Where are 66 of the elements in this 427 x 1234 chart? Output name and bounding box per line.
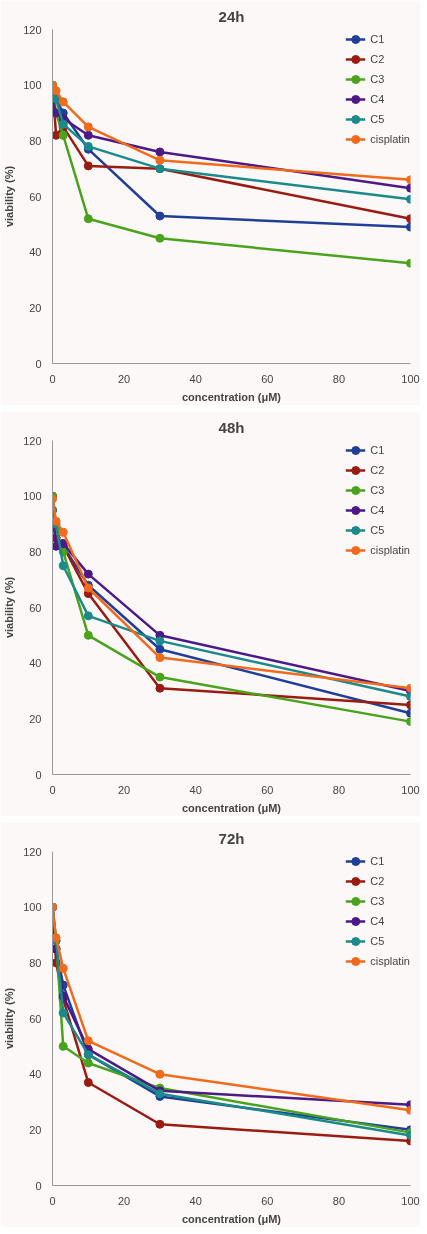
x-tick-label: 60 bbox=[261, 1194, 274, 1207]
x-tick-label: 40 bbox=[189, 783, 202, 796]
legend-label: C2 bbox=[370, 874, 386, 888]
x-tick-label: 20 bbox=[117, 372, 131, 385]
legend-label: cisplatin bbox=[370, 543, 410, 557]
y-axis-title: viability (%) bbox=[3, 576, 16, 639]
y-tick-label: 20 bbox=[29, 1123, 42, 1136]
x-tick-label: 60 bbox=[261, 372, 274, 385]
x-tick-label: 80 bbox=[332, 372, 346, 385]
chart-title: 24h bbox=[218, 7, 245, 25]
legend-label: C5 bbox=[370, 934, 386, 948]
x-tick-label: 60 bbox=[261, 783, 274, 796]
y-tick-label: 100 bbox=[23, 901, 42, 914]
legend-label: C3 bbox=[370, 72, 386, 86]
legend-label: C4 bbox=[370, 914, 386, 928]
legend-label: C4 bbox=[370, 92, 386, 106]
y-tick-label: 60 bbox=[29, 1012, 42, 1025]
y-tick-label: 0 bbox=[35, 1179, 42, 1192]
y-axis-title: viability (%) bbox=[3, 987, 16, 1050]
x-tick-label: 100 bbox=[401, 783, 420, 796]
x-tick-label: 80 bbox=[332, 783, 346, 796]
y-tick-label: 60 bbox=[29, 190, 42, 203]
legend-label: C1 bbox=[370, 443, 386, 457]
y-tick-label: 0 bbox=[35, 357, 42, 370]
chart-title: 72h bbox=[218, 829, 245, 847]
y-tick-label: 0 bbox=[35, 768, 42, 781]
x-tick-label: 40 bbox=[189, 1194, 202, 1207]
legend-label: C5 bbox=[370, 112, 386, 126]
x-axis-title: concentration (μM) bbox=[182, 1212, 282, 1225]
x-tick-label: 0 bbox=[49, 783, 56, 796]
x-tick-label: 20 bbox=[117, 783, 131, 796]
legend-label: C3 bbox=[370, 894, 386, 908]
legend-label: cisplatin bbox=[370, 954, 410, 968]
y-tick-label: 100 bbox=[23, 79, 42, 92]
y-tick-label: 100 bbox=[23, 490, 42, 503]
y-tick-label: 120 bbox=[23, 434, 42, 447]
legend-label: cisplatin bbox=[370, 132, 410, 146]
y-tick-label: 120 bbox=[23, 845, 42, 858]
y-tick-label: 80 bbox=[29, 545, 42, 558]
y-tick-label: 20 bbox=[29, 712, 42, 725]
x-axis-title: concentration (μM) bbox=[182, 390, 282, 403]
x-tick-label: 20 bbox=[117, 1194, 131, 1207]
x-tick-label: 0 bbox=[49, 1194, 56, 1207]
legend-label: C2 bbox=[370, 463, 386, 477]
x-axis-title: concentration (μM) bbox=[182, 801, 282, 814]
legend-label: C1 bbox=[370, 854, 386, 868]
y-tick-label: 60 bbox=[29, 601, 42, 614]
y-axis-title: viability (%) bbox=[3, 165, 16, 228]
x-tick-label: 40 bbox=[189, 372, 202, 385]
legend-label: C5 bbox=[370, 523, 386, 537]
y-tick-label: 40 bbox=[29, 246, 42, 259]
x-tick-label: 0 bbox=[49, 372, 56, 385]
y-tick-label: 20 bbox=[29, 301, 42, 314]
x-tick-label: 100 bbox=[401, 372, 420, 385]
y-tick-label: 120 bbox=[23, 23, 42, 36]
y-tick-label: 40 bbox=[29, 1068, 42, 1081]
chart-title: 48h bbox=[218, 418, 245, 436]
y-tick-label: 80 bbox=[29, 956, 42, 969]
legend-label: C4 bbox=[370, 503, 386, 517]
y-tick-label: 40 bbox=[29, 657, 42, 670]
y-tick-label: 80 bbox=[29, 134, 42, 147]
legend-label: C2 bbox=[370, 52, 386, 66]
x-tick-label: 80 bbox=[332, 1194, 346, 1207]
legend-label: C3 bbox=[370, 483, 386, 497]
legend-label: C1 bbox=[370, 32, 386, 46]
x-tick-label: 100 bbox=[401, 1194, 420, 1207]
